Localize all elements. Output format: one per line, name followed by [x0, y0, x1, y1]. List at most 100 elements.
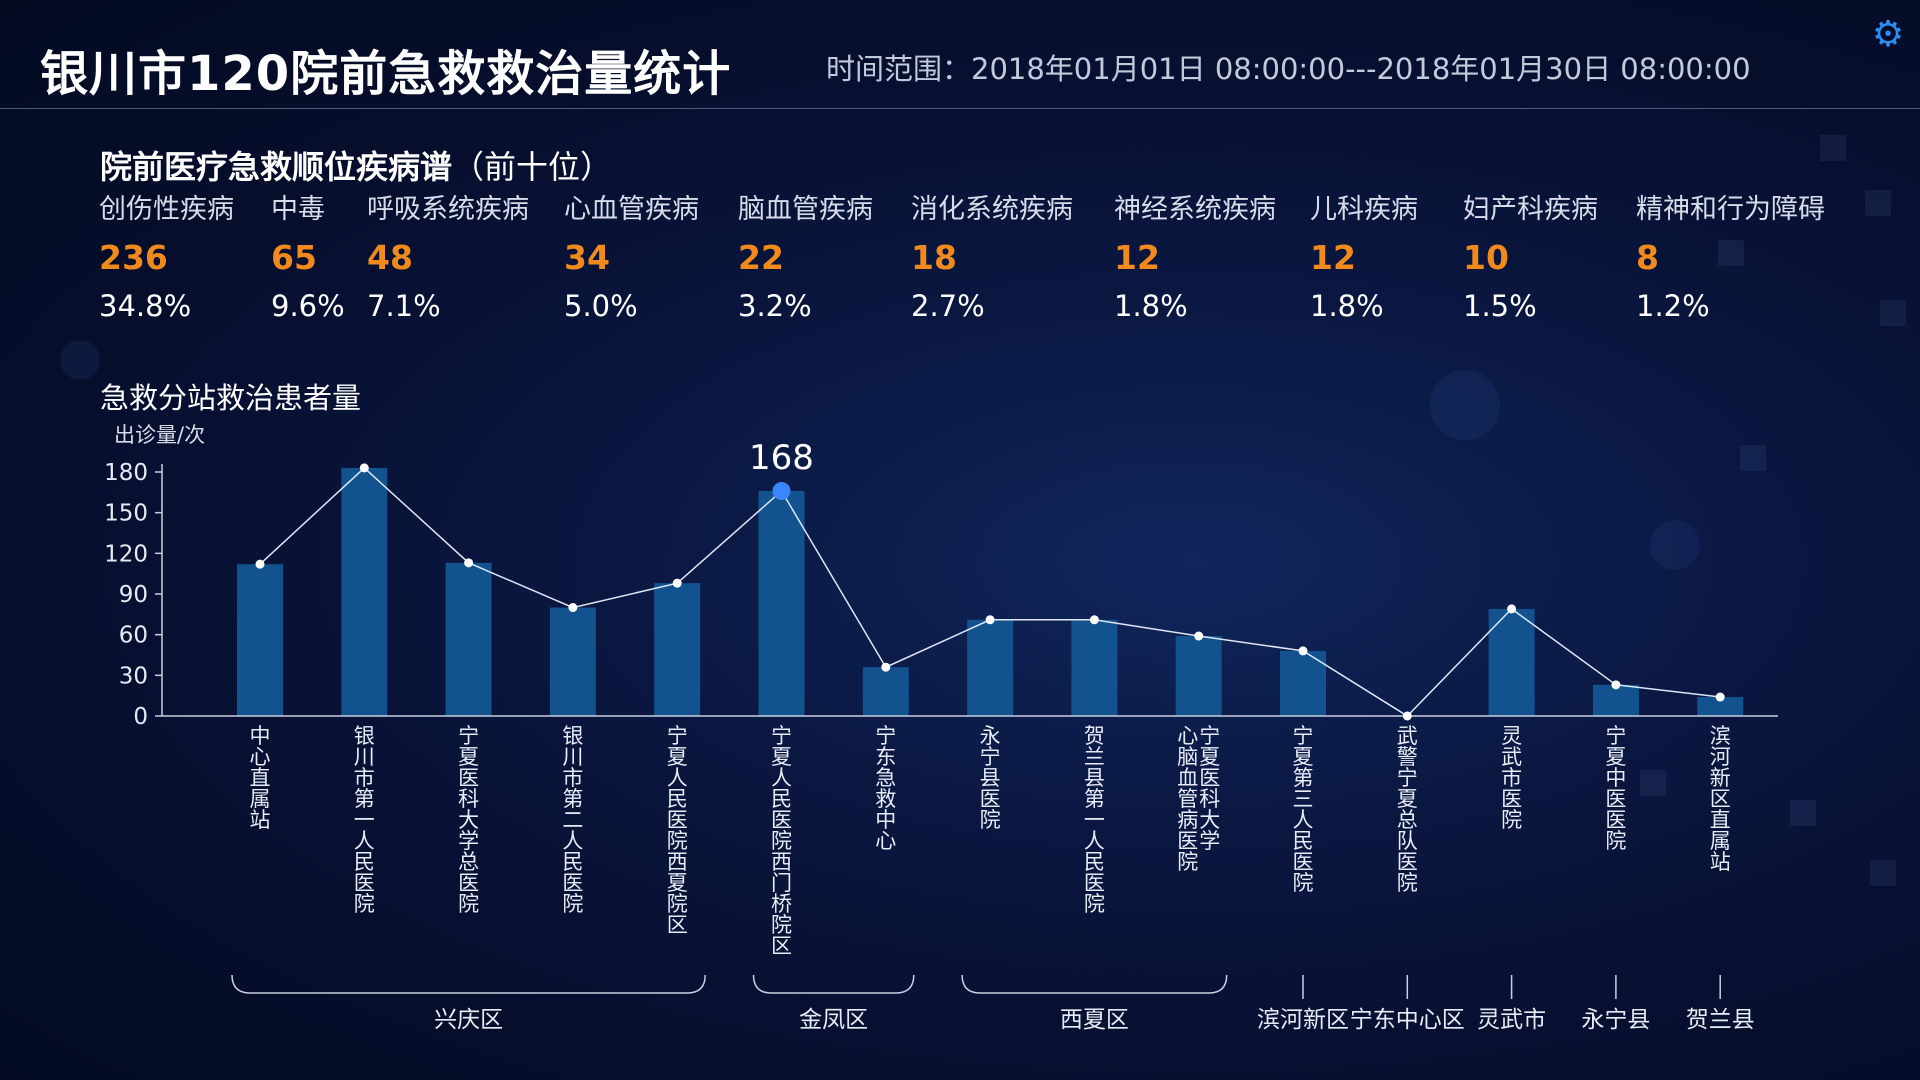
x-tick-label-char: 民: [771, 787, 792, 811]
gear-icon[interactable]: ⚙: [1871, 13, 1905, 55]
x-tick-label-char: 院: [667, 892, 688, 916]
x-tick-label-char: 医: [1397, 850, 1418, 874]
data-point: [1089, 615, 1099, 625]
disease-percent: 1.2%: [1636, 289, 1710, 323]
background-square: [1740, 445, 1766, 471]
x-tick-label-char: 夏: [1293, 745, 1314, 769]
station-bar: [1071, 619, 1118, 716]
station-bar: [1592, 684, 1639, 716]
x-tick-label-char: 大: [458, 808, 479, 832]
disease-item: 妇产科疾病 10 1.5%: [1463, 192, 1598, 326]
x-tick-label-char: 市: [1501, 766, 1522, 790]
x-tick-label-char: 西: [667, 850, 688, 874]
x-tick-label-char: 区: [1710, 787, 1731, 811]
station-bar: [341, 467, 388, 716]
x-tick-label-char: 队: [1397, 829, 1418, 853]
disease-percent: 2.7%: [911, 289, 985, 323]
x-tick-label-char: 市: [562, 766, 583, 790]
x-tick-label-char: 夏: [1397, 787, 1418, 811]
x-tick-label-char: 血: [1177, 766, 1198, 790]
x-tick-label-char: 科: [1199, 787, 1220, 811]
disease-name: 中毒: [271, 194, 325, 225]
background-glow: [1650, 520, 1700, 570]
x-tick-label-char: 民: [1293, 829, 1314, 853]
data-point: [359, 463, 369, 473]
district-brace: [752, 974, 915, 994]
background-square: [1880, 300, 1906, 326]
background-square: [1820, 135, 1846, 161]
disease-count: 48: [367, 238, 413, 277]
x-tick-label-char: 贺: [1084, 724, 1105, 748]
x-tick-label-char: 院: [667, 829, 688, 853]
x-tick-label-char: 宁: [980, 745, 1001, 769]
background-square: [1870, 860, 1896, 886]
disease-name: 妇产科疾病: [1463, 194, 1598, 225]
x-tick-label-char: 夏: [771, 745, 792, 769]
disease-percent: 7.1%: [367, 289, 441, 323]
x-tick-label-char: 河: [1710, 745, 1731, 769]
x-tick-label-char: 宁: [1397, 766, 1418, 790]
x-tick-label-char: 大: [1199, 808, 1220, 832]
station-bar: [967, 619, 1014, 716]
district-brace: [231, 974, 706, 994]
disease-name: 神经系统疾病: [1114, 194, 1276, 225]
x-tick-label-char: 门: [771, 871, 792, 895]
disease-percent: 1.8%: [1114, 289, 1188, 323]
data-point: [1715, 692, 1725, 702]
district-label: 金凤区: [799, 1007, 868, 1033]
district-label: 西夏区: [1060, 1007, 1129, 1033]
disease-name: 儿科疾病: [1310, 194, 1418, 225]
district-brace: [961, 974, 1228, 994]
x-tick-label-char: 川: [354, 745, 375, 769]
district-label: 滨河新区: [1257, 1007, 1349, 1033]
x-tick-label-char: 医: [458, 766, 479, 790]
x-tick-label-char: 区: [667, 913, 688, 937]
x-tick-label-char: 民: [562, 850, 583, 874]
x-tick-label-char: 医: [1293, 850, 1314, 874]
x-tick-label-char: 川: [562, 745, 583, 769]
x-tick-label-char: 兰: [1084, 745, 1105, 769]
x-tick-label-char: 人: [667, 766, 688, 790]
x-tick-label-char: 脑: [1177, 745, 1198, 769]
disease-section-title: 院前医疗急救顺位疾病谱（前十位）: [100, 142, 612, 188]
x-tick-label-char: 民: [354, 850, 375, 874]
x-tick-label-char: 东: [875, 745, 896, 769]
station-section-title: 急救分站救治患者量: [100, 381, 362, 415]
x-tick-label-char: 夏: [1199, 745, 1220, 769]
disease-item: 精神和行为障碍 8 1.2%: [1636, 192, 1825, 326]
x-tick-label-char: 医: [1177, 829, 1198, 853]
x-tick-label-char: 总: [1397, 808, 1418, 832]
x-tick-label-char: 救: [875, 787, 896, 811]
x-tick-label-char: 西: [771, 850, 792, 874]
y-tick-label: 120: [104, 541, 148, 567]
district-label: 永宁县: [1581, 1007, 1650, 1033]
station-bar: [1488, 608, 1535, 716]
disease-item: 神经系统疾病 12 1.8%: [1114, 192, 1276, 326]
x-tick-label-char: 院: [1084, 892, 1105, 916]
station-bar: [445, 562, 492, 716]
station-bar: [862, 667, 909, 716]
x-tick-label-char: 滨: [1710, 724, 1731, 748]
disease-count: 10: [1463, 238, 1509, 277]
x-tick-label-char: 院: [771, 829, 792, 853]
x-tick-label-char: 宁: [1293, 724, 1314, 748]
x-tick-label-char: 学: [1199, 829, 1220, 853]
x-tick-label-char: 夏: [458, 745, 479, 769]
x-tick-label-char: 院: [980, 808, 1001, 832]
district-label: 贺兰县: [1686, 1007, 1755, 1033]
y-tick-label: 60: [119, 623, 148, 649]
x-tick-label-char: 第: [562, 787, 583, 811]
background-square: [1865, 190, 1891, 216]
disease-name: 消化系统疾病: [911, 194, 1073, 225]
x-tick-label-char: 桥: [771, 892, 792, 916]
y-tick-label: 90: [119, 582, 148, 608]
x-tick-label-char: 三: [1293, 787, 1314, 811]
x-tick-label-char: 夏: [667, 745, 688, 769]
x-tick-label-char: 院: [1501, 808, 1522, 832]
x-tick-label-char: 直: [1710, 808, 1731, 832]
disease-section-subtitle: （前十位）: [452, 148, 613, 186]
x-tick-label-char: 病: [1177, 808, 1198, 832]
x-tick-label-char: 县: [1084, 766, 1105, 790]
x-tick-label-char: 宁: [1605, 724, 1626, 748]
